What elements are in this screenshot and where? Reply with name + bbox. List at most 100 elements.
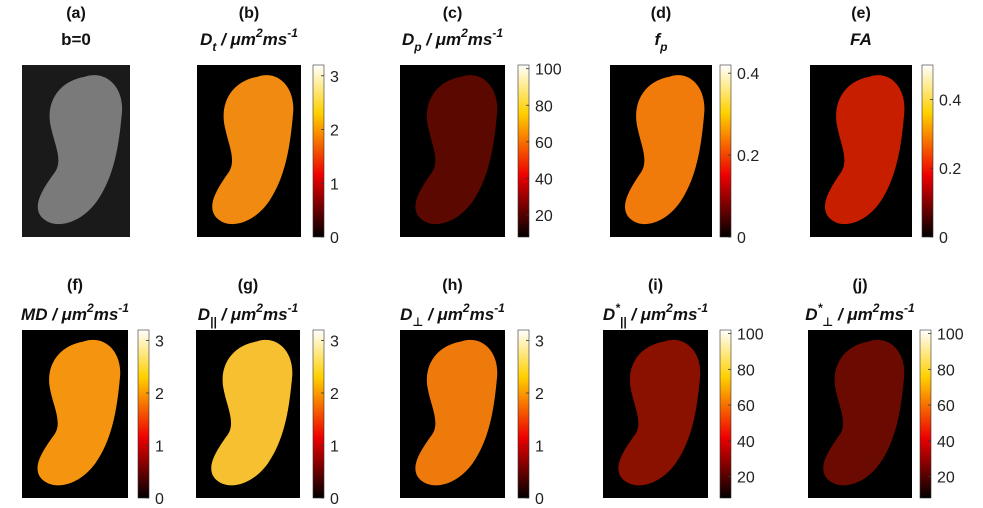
title-part: D — [805, 305, 817, 324]
title-part: p — [413, 40, 421, 54]
panel-title: Dt / μm2ms-1 — [200, 26, 298, 54]
title-part: p — [659, 40, 667, 54]
title-part: / μm — [217, 305, 257, 324]
colorbar-tick-label: 2 — [535, 386, 544, 403]
title-part: -1 — [492, 26, 503, 40]
colorbar-tick-label: 2 — [330, 386, 339, 403]
colorbar-tick-label: 20 — [737, 470, 755, 487]
title-part: -1 — [494, 301, 505, 315]
panel-title: FA — [850, 30, 872, 49]
colorbar-tick-label: 80 — [535, 98, 553, 115]
colorbar — [720, 330, 731, 498]
title-part: D — [400, 305, 412, 324]
colorbar-tick-label: 0 — [330, 230, 339, 247]
panel-title: D*⊥ / μm2ms-1 — [805, 301, 915, 329]
title-part: -1 — [118, 301, 129, 315]
colorbar-tick-label: 1 — [535, 439, 544, 456]
colorbar-tick-label: 3 — [155, 334, 164, 351]
colorbar-tick-label: 60 — [737, 398, 755, 415]
panel-label: (b) — [239, 5, 259, 22]
title-part: D — [198, 305, 210, 324]
colorbar-tick-label: 60 — [937, 398, 955, 415]
title-part: D — [402, 30, 414, 49]
panel-title: D⊥ / μm2ms-1 — [400, 301, 505, 329]
colorbar-tick-label: 3 — [330, 69, 339, 86]
panel-label: (i) — [648, 277, 663, 294]
colorbar-tick-label: 1 — [330, 439, 339, 456]
colorbar-tick-label: 100 — [937, 327, 964, 344]
title-part: / μm — [422, 30, 462, 49]
colorbar — [518, 330, 529, 498]
title-part: FA — [850, 30, 872, 49]
panel-label: (f) — [67, 277, 83, 294]
colorbar-tick-label: 100 — [535, 62, 562, 79]
title-part: || — [620, 315, 627, 329]
title-part: / μm — [833, 305, 873, 324]
panel-title: fp — [654, 30, 667, 54]
panel-title: Dp / μm2ms-1 — [402, 26, 503, 54]
colorbar-tick-label: 0.4 — [939, 92, 961, 109]
colorbar-tick-label: 0.2 — [737, 148, 759, 165]
title-part: D — [200, 30, 212, 49]
colorbar-tick-label: 40 — [937, 434, 955, 451]
colorbar-tick-label: 1 — [330, 176, 339, 193]
colorbar-tick-label: 0 — [330, 491, 339, 508]
title-part: / μm — [216, 30, 256, 49]
colorbar-tick-label: 100 — [737, 327, 764, 344]
title-part: -1 — [697, 301, 708, 315]
title-part: ms — [879, 305, 904, 324]
colorbar-tick-label: 80 — [737, 362, 755, 379]
panel-title: MD / μm2ms-1 — [21, 301, 129, 324]
colorbar-tick-label: 3 — [535, 334, 544, 351]
colorbar-tick-label: 0 — [737, 230, 746, 247]
colorbar-tick-label: 0.2 — [939, 161, 961, 178]
colorbar-tick-label: 20 — [535, 208, 553, 225]
colorbar-tick-label: 0.4 — [737, 66, 759, 83]
panel: (b) Dt / μm2ms-1 0 1 2 3 — [197, 5, 339, 247]
panel-label: (c) — [443, 5, 463, 22]
title-part: b=0 — [61, 30, 91, 49]
panel: (d) fp 0 0.2 0.4 — [610, 5, 759, 247]
panel-title: D|| / μm2ms-1 — [198, 301, 299, 329]
title-part: ms — [94, 305, 119, 324]
title-part: || — [210, 315, 217, 329]
panel-label: (d) — [651, 5, 671, 22]
colorbar-tick-label: 0 — [939, 230, 948, 247]
colorbar-tick-label: 2 — [330, 123, 339, 140]
panel-title: b=0 — [61, 30, 91, 49]
colorbar-tick-label: 2 — [155, 386, 164, 403]
colorbar-tick-label: 20 — [937, 470, 955, 487]
colorbar — [518, 65, 529, 237]
panel-label: (a) — [66, 5, 86, 22]
title-part: / μm — [627, 305, 667, 324]
colorbar — [313, 330, 324, 498]
figure: (a)b=0(b)Dt / μm2ms-10123(c)Dp / μm2ms-1… — [0, 0, 983, 508]
panel-title: D*|| / μm2ms-1 — [603, 301, 708, 329]
colorbar — [720, 65, 731, 237]
title-part: ms — [263, 30, 288, 49]
title-part: -1 — [904, 301, 915, 315]
colorbar — [922, 65, 933, 237]
title-part: ms — [470, 305, 495, 324]
panel-label: (e) — [851, 5, 871, 22]
title-part: ms — [468, 30, 493, 49]
title-part: -1 — [287, 26, 298, 40]
title-part: MD / μm — [21, 305, 87, 324]
colorbar-tick-label: 40 — [535, 171, 553, 188]
colorbar — [920, 330, 931, 498]
title-part: * — [818, 301, 824, 315]
title-part: / μm — [423, 305, 463, 324]
title-part: * — [615, 301, 621, 315]
title-part: ms — [673, 305, 698, 324]
colorbar-tick-label: 1 — [155, 439, 164, 456]
title-part: ⊥ — [412, 315, 423, 329]
panel-label: (j) — [852, 277, 867, 294]
colorbar-tick-label: 3 — [330, 334, 339, 351]
colorbar — [313, 65, 324, 237]
